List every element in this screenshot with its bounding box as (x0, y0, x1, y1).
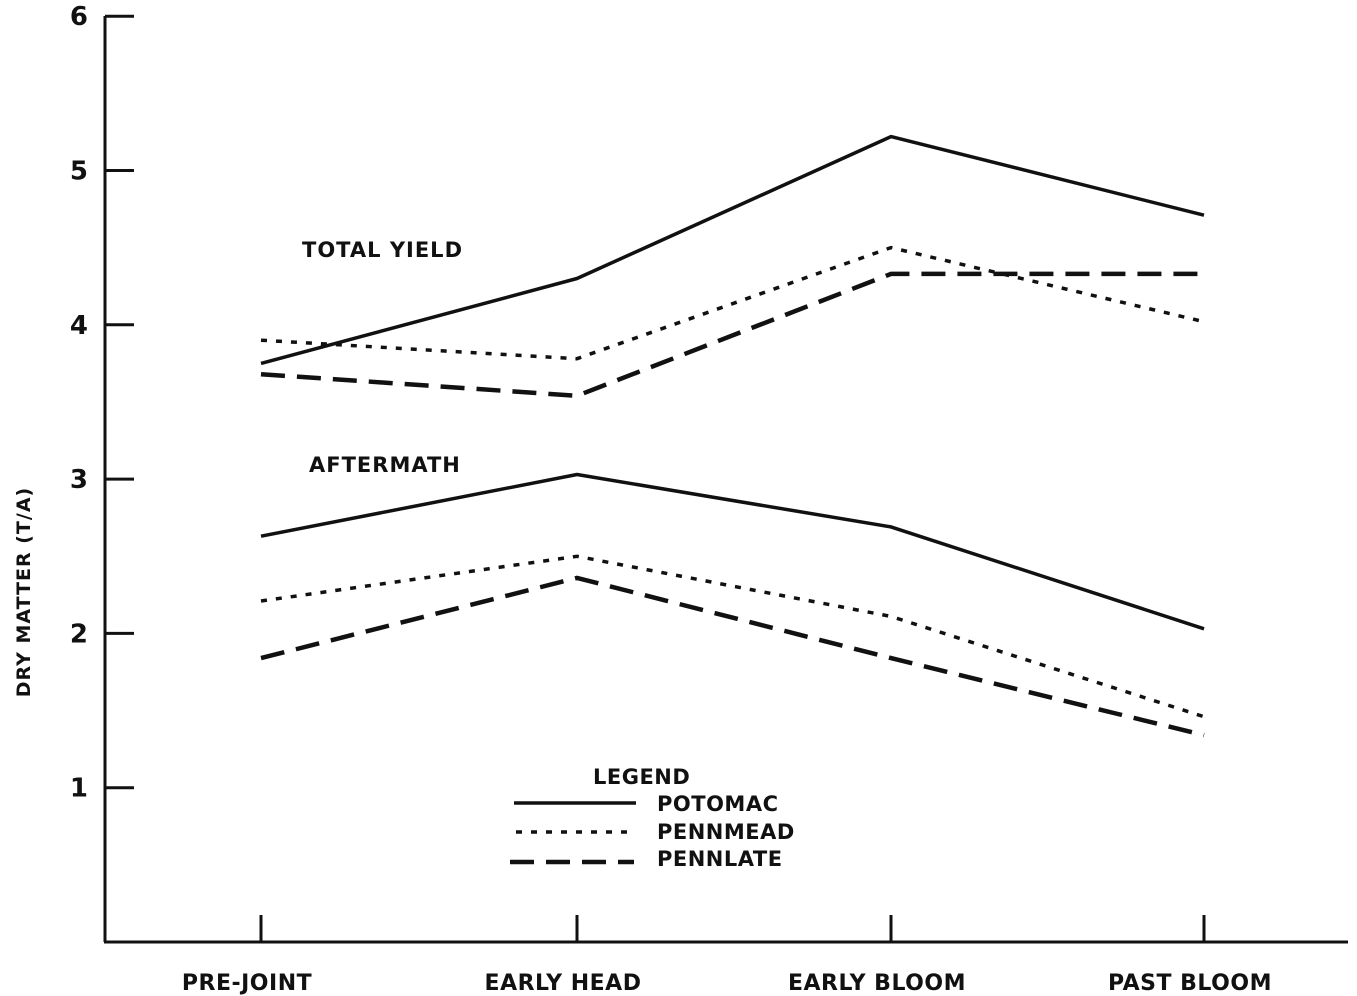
legend-entry-pennmead: PENNMEAD (657, 820, 795, 844)
series-line-total-yield-pennlate (260, 271, 1204, 399)
x-ticks: PRE-JOINT EARLY HEAD EARLY BLOOM PAST BLOOM (182, 915, 1272, 996)
y-tick-label-1: 1 (70, 774, 88, 804)
y-ticks: 1 2 3 4 5 6 (70, 2, 134, 804)
series-line-aftermath-pennmead (260, 554, 1205, 719)
y-tick-label-4: 4 (70, 311, 88, 341)
y-tick-label-2: 2 (70, 619, 88, 649)
series-line-aftermath-pennlate (260, 575, 1205, 738)
x-tick-label-past-bloom: PAST BLOOM (1108, 971, 1272, 996)
group-label-total-yield: TOTAL YIELD (302, 238, 463, 262)
x-tick-label-early-bloom: EARLY BLOOM (788, 971, 966, 996)
y-tick-label-5: 5 (70, 157, 88, 187)
x-tick-label-early-head: EARLY HEAD (485, 971, 642, 996)
group-label-aftermath: AFTERMATH (309, 453, 461, 477)
series-lines (260, 134, 1205, 738)
legend-title: LEGEND (593, 765, 690, 789)
legend-entry-potomac: POTOMAC (657, 792, 778, 816)
legend: LEGEND POTOMAC PENNMEAD PENNLATE (510, 765, 795, 871)
series-line-total-yield-pennmead (260, 245, 1205, 361)
series-line-total-yield-potomac (260, 134, 1205, 366)
y-tick-label-3: 3 (70, 465, 88, 495)
legend-entry-pennlate: PENNLATE (657, 847, 783, 871)
x-tick-label-pre-joint: PRE-JOINT (182, 971, 312, 996)
series-line-aftermath-potomac (260, 472, 1205, 631)
y-tick-label-6: 6 (70, 2, 88, 32)
y-axis-label: DRY MATTER (T/A) (13, 487, 35, 697)
